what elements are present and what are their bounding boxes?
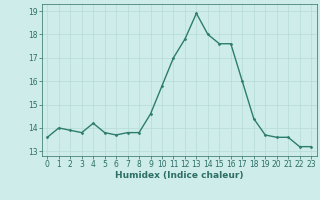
X-axis label: Humidex (Indice chaleur): Humidex (Indice chaleur) <box>115 171 244 180</box>
